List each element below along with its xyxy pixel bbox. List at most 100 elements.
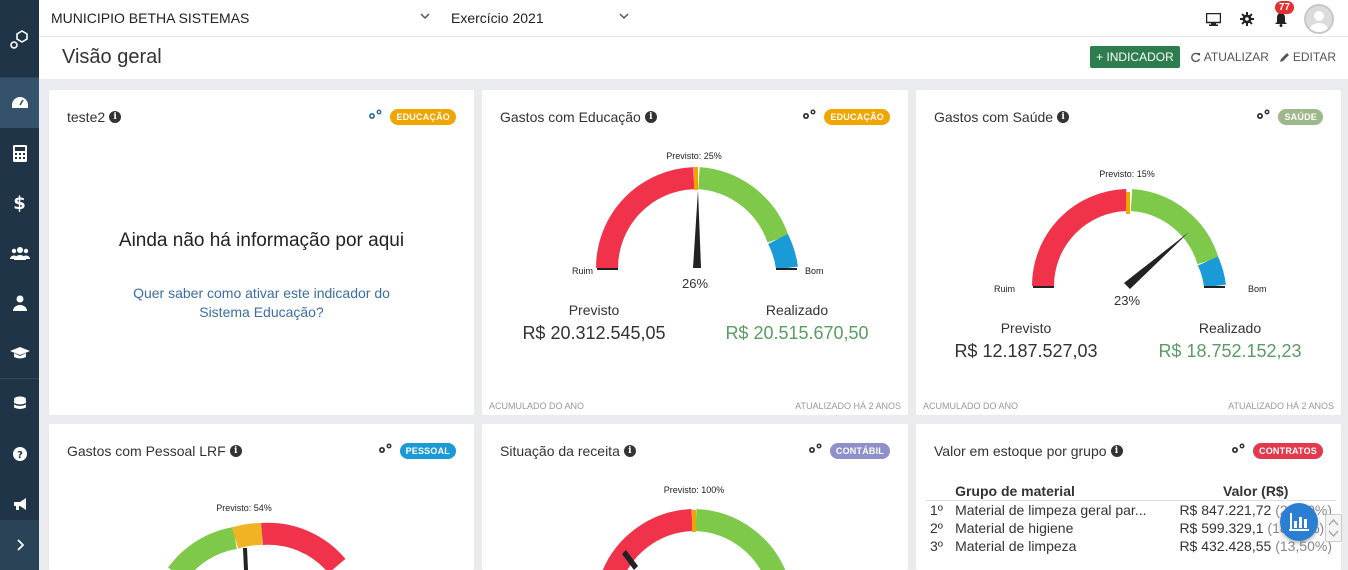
gauge-excellent-segment (768, 234, 798, 270)
exercise-selector[interactable]: Exercício 2021 (451, 10, 544, 26)
card-tools: PESSOAL (377, 442, 456, 460)
calculator-icon[interactable] (0, 128, 39, 178)
footer-period: ACUMULADO DO ANO (923, 401, 1019, 411)
previsto-value: R$ 20.312.545,05 (522, 323, 666, 343)
card-teste2: teste2 i EDUCAÇÃO Ainda não há informaçã… (49, 90, 474, 415)
refresh-button[interactable]: ATUALIZAR (1190, 50, 1269, 64)
entity-selector[interactable]: MUNICIPIO BETHA SISTEMAS (51, 10, 250, 26)
table-row[interactable]: 3º Material de limpeza R$ 432.428,55 (13… (926, 537, 1336, 555)
category-tag: PESSOAL (399, 443, 456, 459)
avatar[interactable] (1304, 4, 1334, 34)
card-valor-estoque: Valor em estoque por grupo i CONTRATOS G… (916, 424, 1341, 570)
previsto-label: Previsto (1000, 320, 1052, 336)
gauge-previsto-label: Previsto: 100% (664, 485, 725, 495)
add-indicator-button[interactable]: + INDICADOR (1090, 46, 1180, 68)
settings-icon[interactable] (1255, 108, 1271, 126)
gauge-right-label: Bom (1248, 284, 1267, 294)
settings-icon[interactable] (377, 442, 393, 460)
card-tools: SAÚDE (1255, 108, 1323, 126)
gauge-value-label: 26% (682, 276, 708, 291)
chart-fab-button[interactable] (1280, 503, 1318, 541)
category-tag: CONTRATOS (1253, 443, 1323, 459)
table-header-row: Grupo de material Valor (R$) (926, 482, 1336, 501)
gauge-bad-segment (261, 522, 346, 570)
database-icon[interactable] (0, 379, 39, 429)
info-icon[interactable]: i (644, 111, 657, 123)
info-icon[interactable]: i (109, 111, 122, 123)
info-icon[interactable]: i (229, 445, 242, 457)
gauge-target-marker (694, 167, 698, 190)
category-tag: CONTÁBIL (829, 443, 890, 459)
category-tag: EDUCAÇÃO (824, 109, 890, 125)
scroll-control[interactable] (1325, 514, 1342, 542)
realizado-label: Realizado (1198, 320, 1262, 336)
gauge-value-label: 23% (1114, 293, 1140, 308)
card-title-text: teste2 (67, 109, 106, 125)
gauge-target-marker (692, 510, 696, 532)
gauge-needle (693, 190, 701, 268)
gauge-chart: Previsto: 25% 26% Ruim Bom (572, 151, 824, 291)
info-icon[interactable]: i (1057, 111, 1070, 123)
monitor-icon[interactable] (1196, 5, 1230, 33)
graduation-cap-icon[interactable] (0, 328, 39, 378)
footer-updated: ATUALIZADO HÁ 2 ANOS (795, 401, 901, 411)
edit-button[interactable]: EDITAR (1279, 50, 1336, 64)
settings-icon[interactable] (1230, 442, 1246, 460)
chevron-right-icon[interactable] (0, 520, 39, 570)
chevron-down-icon[interactable] (618, 10, 630, 22)
megaphone-icon[interactable] (0, 479, 39, 529)
sidebar-divider (0, 378, 39, 379)
dashboard-icon[interactable] (0, 78, 39, 128)
table-row[interactable]: 1º Material de limpeza geral par... R$ 8… (926, 501, 1336, 520)
help-icon[interactable]: ? (0, 429, 39, 479)
gauge-warning-segment (231, 523, 263, 549)
card-title: Situação da receita i (500, 443, 636, 459)
footer-updated: ATUALIZADO HÁ 2 ANOS (1228, 401, 1334, 411)
card-title-text: Situação da receita (500, 443, 620, 459)
dollar-icon[interactable]: $ (13, 192, 26, 214)
users-icon[interactable] (0, 228, 39, 278)
activate-indicator-link[interactable]: Quer saber como ativar este indicador do… (133, 285, 390, 320)
info-icon[interactable]: i (623, 445, 636, 457)
column-header: Valor (R$) (1175, 482, 1336, 501)
gear-icon[interactable] (1230, 5, 1264, 33)
sidebar: $ ? (0, 0, 39, 570)
card-title: teste2 i (67, 109, 122, 125)
settings-icon[interactable] (801, 108, 817, 126)
notification-badge: 77 (1274, 1, 1294, 14)
page-header: Visão geral + INDICADOR ATUALIZAR EDITAR (39, 37, 1348, 79)
info-icon[interactable]: i (1110, 445, 1123, 457)
value-text: R$ 847.221,72 (1179, 502, 1272, 518)
card-situacao-receita: Situação da receita i CONTÁBIL Previsto:… (482, 424, 908, 570)
card-tools: EDUCAÇÃO (367, 108, 456, 126)
settings-icon[interactable] (807, 442, 823, 460)
card-title: Gastos com Saúde i (934, 109, 1070, 125)
card-title-text: Valor em estoque por grupo (934, 443, 1107, 459)
gauge-needle (622, 550, 638, 570)
rank-cell: 1º (930, 502, 943, 518)
card-gastos-pessoal: Gastos com Pessoal LRF i PESSOAL Previst… (49, 424, 474, 570)
gauge-chart: Previsto: 15% 23% Ruim Bom (994, 169, 1267, 308)
chevron-down-icon[interactable] (419, 10, 431, 22)
table-row[interactable]: 2º Material de higiene R$ 599.329,1 (18,… (926, 519, 1336, 537)
empty-state-title: Ainda não há informação por aqui (118, 230, 405, 251)
gauge-needle (1124, 232, 1189, 289)
app-logo-icon[interactable] (0, 0, 39, 78)
stock-table: Grupo de material Valor (R$) 1º Material… (926, 482, 1336, 555)
previsto-label: Previsto (568, 302, 620, 318)
gauge-good-segment (168, 527, 238, 570)
svg-text:?: ? (17, 450, 23, 461)
user-tie-icon[interactable] (0, 278, 39, 328)
gauge-bad-segment (602, 509, 693, 570)
bell-icon[interactable]: 77 (1264, 1, 1298, 33)
settings-icon[interactable] (367, 108, 383, 126)
gauge-left-label: Ruim (572, 266, 593, 276)
card-tools: EDUCAÇÃO (801, 108, 890, 126)
refresh-icon (1190, 52, 1200, 62)
card-gastos-saude: Gastos com Saúde i SAÚDE Previsto: 15% 2… (916, 90, 1341, 415)
page-title: Visão geral (62, 46, 162, 68)
category-tag: SAÚDE (1278, 109, 1323, 125)
chevron-up-down-icon (1328, 518, 1339, 538)
pencil-icon (1279, 52, 1289, 62)
gauge-left-label: Ruim (994, 284, 1015, 294)
